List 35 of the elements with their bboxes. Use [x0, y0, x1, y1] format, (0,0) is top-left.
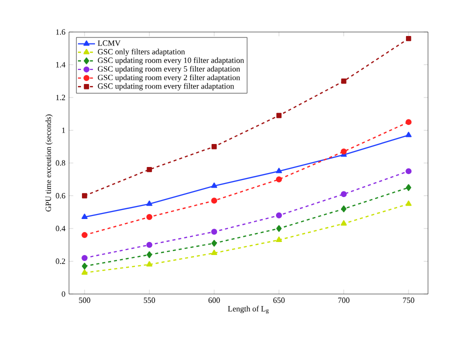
point: [276, 168, 282, 174]
point: [406, 168, 412, 174]
point: [406, 200, 412, 206]
point: [341, 78, 346, 84]
point: [340, 220, 347, 226]
point: [276, 225, 282, 232]
point: [212, 144, 217, 150]
point: [340, 148, 347, 155]
point: [211, 240, 217, 247]
point: [211, 250, 218, 256]
point: [146, 214, 152, 220]
point: [406, 36, 412, 42]
point: [146, 242, 152, 248]
point: [82, 214, 88, 220]
point: [82, 269, 88, 275]
point: [276, 236, 282, 242]
point: [276, 112, 282, 118]
point: [82, 193, 88, 198]
point: [211, 228, 218, 235]
point: [276, 212, 282, 218]
point: [82, 232, 88, 238]
point: [211, 198, 218, 204]
point: [211, 182, 218, 188]
point: [406, 119, 412, 126]
point: [340, 191, 347, 198]
point: [146, 166, 152, 172]
point: [406, 184, 412, 191]
point: [82, 262, 88, 270]
point: [146, 200, 152, 206]
point: [341, 205, 346, 212]
point: [82, 254, 88, 261]
point: [276, 176, 282, 182]
point: [146, 261, 152, 267]
point: [406, 132, 412, 138]
point: [146, 251, 152, 258]
